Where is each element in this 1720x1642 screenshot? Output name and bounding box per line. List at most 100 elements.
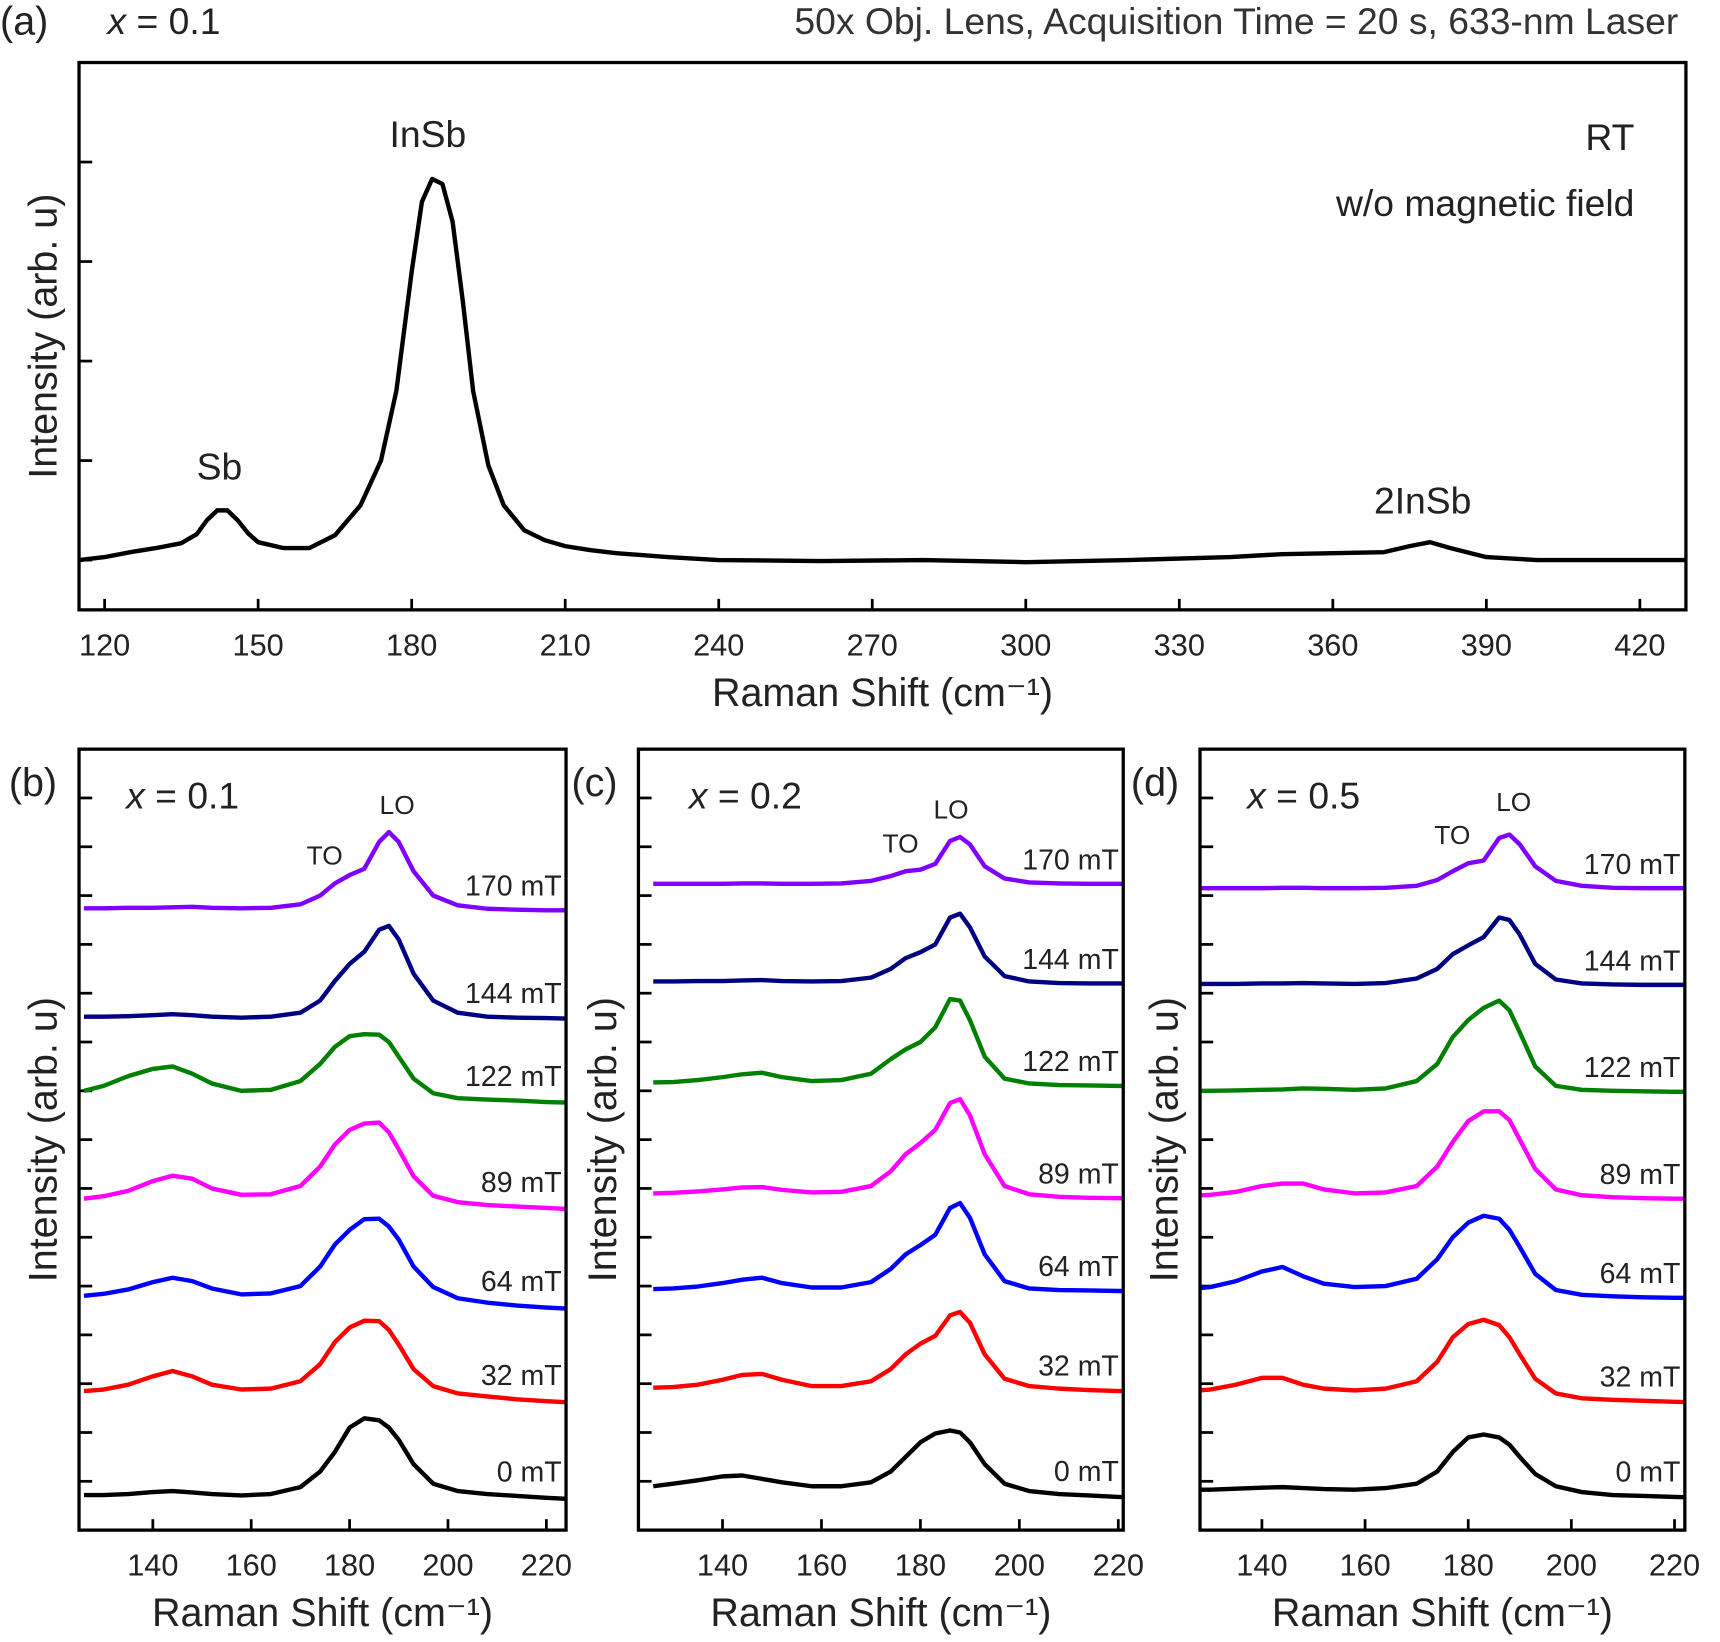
spectrum-line xyxy=(1200,1317,1685,1405)
x-tick-label: 140 xyxy=(697,1548,748,1583)
y-axis-label: Intensity (arb. u) xyxy=(22,194,66,479)
x-tick-label: 180 xyxy=(895,1548,946,1583)
spectrum-line xyxy=(83,1120,567,1212)
x-axis-label: Raman Shift (cm⁻¹) xyxy=(712,671,1053,715)
series-label: 170 mT xyxy=(465,870,562,902)
series-label: 32 mT xyxy=(481,1360,562,1392)
series-label: 89 mT xyxy=(481,1167,562,1199)
peak-label: LO xyxy=(1496,787,1531,817)
spectrum-line xyxy=(653,1309,1124,1394)
series-label: 64 mT xyxy=(1600,1258,1681,1290)
x-tick-label: 180 xyxy=(1443,1548,1494,1583)
spectrum-line xyxy=(653,1096,1124,1201)
series-label: 89 mT xyxy=(1038,1158,1119,1190)
spectrum-line xyxy=(83,1216,567,1311)
x-tick-label: 360 xyxy=(1307,627,1358,662)
spectrum-line xyxy=(1200,832,1685,891)
series-label: 64 mT xyxy=(1038,1251,1119,1283)
panel-label: (b) xyxy=(9,761,57,805)
x-tick-label: 240 xyxy=(693,627,744,662)
x-tick-label: 300 xyxy=(1000,627,1051,662)
x-tick-label: 390 xyxy=(1461,627,1512,662)
peak-label: TO xyxy=(1434,820,1470,850)
plot-area xyxy=(79,176,1686,565)
x-tick-label: 140 xyxy=(1236,1548,1287,1583)
panel-title: x = 0.2 xyxy=(687,774,802,816)
annotation: RT xyxy=(1585,116,1634,158)
y-axis-label: Intensity (arb. u) xyxy=(22,997,66,1282)
spectrum-line xyxy=(653,996,1124,1089)
annotation: w/o magnetic field xyxy=(1335,182,1634,224)
spectrum-line xyxy=(653,834,1124,887)
series-label: 122 mT xyxy=(1022,1046,1119,1078)
spectrum-line xyxy=(83,1032,567,1105)
x-tick-label: 180 xyxy=(324,1548,375,1583)
panel: (b) x = 0.1 TO LO Raman Shift (cm⁻¹) Intensit… xyxy=(9,747,572,1635)
spectrum-line xyxy=(1200,998,1685,1095)
spectrum-line xyxy=(83,923,567,1021)
x-tick-label: 140 xyxy=(127,1548,178,1583)
spectrum-line xyxy=(83,1318,567,1405)
series-label: 144 mT xyxy=(1584,946,1681,978)
plot-frame xyxy=(636,747,1125,1532)
x-tick-label: 160 xyxy=(226,1548,277,1583)
spectrum-line xyxy=(1200,1109,1685,1201)
x-tick-label: 210 xyxy=(540,627,591,662)
x-axis-label: Raman Shift (cm⁻¹) xyxy=(152,1591,493,1635)
x-tick-label: 270 xyxy=(847,627,898,662)
spectrum-line xyxy=(1200,1432,1685,1500)
series-label: 0 mT xyxy=(1616,1457,1681,1489)
series-label: 144 mT xyxy=(465,978,562,1010)
series-label: 0 mT xyxy=(1054,1456,1119,1488)
plot-frame xyxy=(1198,747,1687,1532)
series-label: 89 mT xyxy=(1600,1159,1681,1191)
spectrum-line xyxy=(83,1416,567,1502)
spectrum-line xyxy=(79,176,1686,565)
peak-label: InSb xyxy=(389,113,466,155)
spectrum-line xyxy=(652,1428,1124,1500)
series-label: 170 mT xyxy=(1022,844,1119,876)
spectrum-line xyxy=(83,829,567,913)
spectrum-line xyxy=(653,1200,1124,1294)
x-tick-label: 120 xyxy=(79,627,130,662)
series-label: 122 mT xyxy=(1584,1052,1681,1084)
panel-title: x = 0.5 xyxy=(1245,774,1360,816)
panel: (d) x = 0.5 TO LO Raman Shift (cm⁻¹) Intensit… xyxy=(1131,747,1700,1635)
x-tick-label: 150 xyxy=(233,627,284,662)
plot-frame xyxy=(77,747,568,1532)
panel-label: (a) xyxy=(0,0,48,44)
x-tick-label: 160 xyxy=(1339,1548,1390,1583)
x-axis-label: Raman Shift (cm⁻¹) xyxy=(1272,1591,1613,1635)
x-tick-label: 200 xyxy=(1546,1548,1597,1583)
spectrum-line xyxy=(653,911,1124,986)
peak-label: 2InSb xyxy=(1374,479,1471,521)
x-tick-label: 420 xyxy=(1614,627,1665,662)
x-axis-label: Raman Shift (cm⁻¹) xyxy=(710,1591,1051,1635)
x-tick-label: 180 xyxy=(386,627,437,662)
spectrum-line xyxy=(1200,915,1685,988)
peak-label: Sb xyxy=(197,445,243,487)
series-label: 170 mT xyxy=(1584,849,1681,881)
plot-area xyxy=(652,834,1124,1500)
peak-label: TO xyxy=(307,841,343,871)
peak-label: TO xyxy=(883,829,919,859)
y-axis-label: Intensity (arb. u) xyxy=(1143,997,1187,1282)
chart-title: 50x Obj. Lens, Acquisition Time = 20 s, … xyxy=(794,0,1678,42)
x-tick-label: 220 xyxy=(1093,1548,1144,1583)
series-label: 32 mT xyxy=(1600,1361,1681,1393)
series-label: 0 mT xyxy=(497,1457,562,1489)
series-label: 32 mT xyxy=(1038,1351,1119,1383)
panel: (c) x = 0.2 TO LO Raman Shift (cm⁻¹) Intensit… xyxy=(572,747,1144,1635)
panel-label: (c) xyxy=(572,761,618,805)
plot-area xyxy=(1200,832,1685,1500)
panel: (a) x = 0.1 50x Obj. Lens, Acquisition Tim… xyxy=(0,0,1688,715)
series-label: 122 mT xyxy=(465,1061,562,1093)
x-tick-label: 220 xyxy=(521,1548,572,1583)
y-axis-label: Intensity (arb. u) xyxy=(581,997,625,1282)
plot-area xyxy=(83,829,567,1502)
plot-frame xyxy=(77,60,1688,612)
series-label: 144 mT xyxy=(1022,944,1119,976)
x-tick-label: 200 xyxy=(994,1548,1045,1583)
